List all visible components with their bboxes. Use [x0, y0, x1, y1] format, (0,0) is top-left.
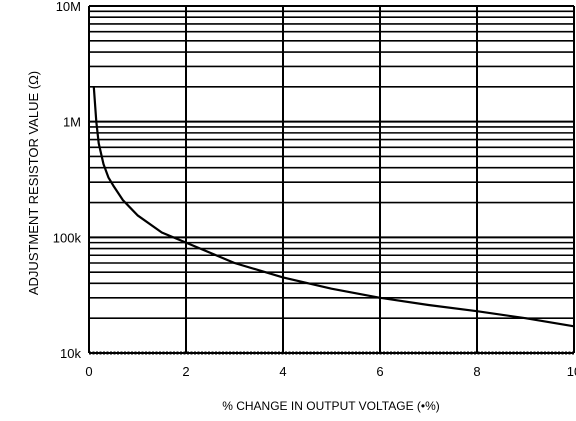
y-tick-label: 100k — [53, 230, 82, 245]
x-tick-label: 4 — [279, 364, 286, 379]
y-tick-label: 10k — [60, 346, 81, 361]
series-line — [92, 86, 575, 328]
series-layer — [92, 86, 575, 328]
x-tick-label: 2 — [182, 364, 189, 379]
y-tick-label: 1M — [63, 115, 81, 130]
x-tick-label: 10 — [567, 364, 576, 379]
x-axis-label: % CHANGE IN OUTPUT VOLTAGE (•%) — [222, 399, 440, 413]
x-tick-label: 6 — [376, 364, 383, 379]
y-tick-label: 10M — [56, 0, 81, 14]
x-tick-label: 8 — [473, 364, 480, 379]
x-tick-label: 0 — [85, 364, 92, 379]
grid-minor — [89, 10, 574, 319]
grid-major — [88, 5, 575, 355]
y-axis-label: ADJUSTMENT RESISTOR VALUE (Ω) — [26, 71, 41, 295]
tick-labels: 0 2 4 6 8 10 10k 100k 1M 10M — [53, 0, 576, 379]
